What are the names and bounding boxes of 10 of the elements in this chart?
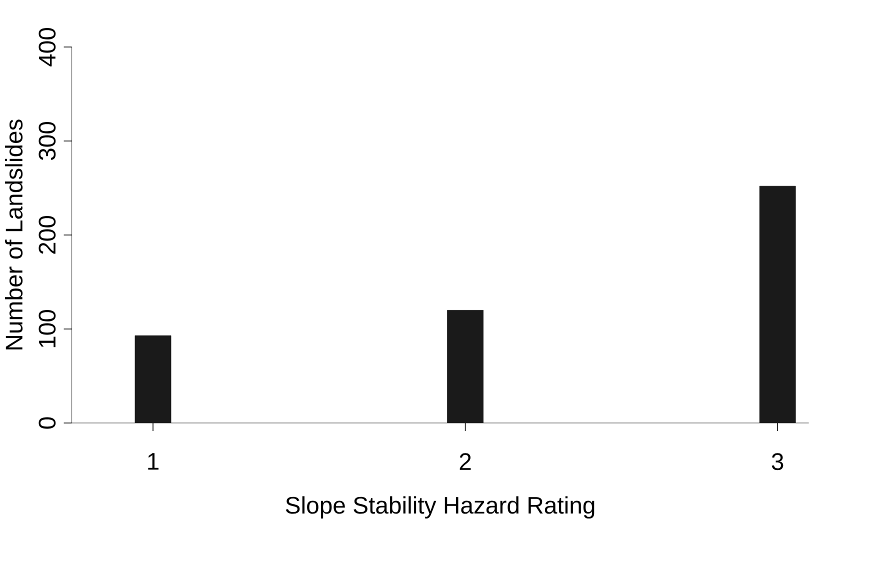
x-tick-label: 3 xyxy=(772,453,784,470)
y-tick-label: 0 xyxy=(38,417,56,429)
y-tick-label: 200 xyxy=(38,216,56,254)
y-tick-label: 100 xyxy=(38,310,56,348)
x-tick-label: 1 xyxy=(148,453,158,470)
y-tick-label: 400 xyxy=(38,28,56,66)
x-tick-label: 2 xyxy=(460,453,471,470)
y-tick-label: 300 xyxy=(38,122,56,160)
x-axis-title: Slope Stability Hazard Rating xyxy=(286,496,594,519)
y-axis-title: Number of Landslides xyxy=(5,120,23,350)
